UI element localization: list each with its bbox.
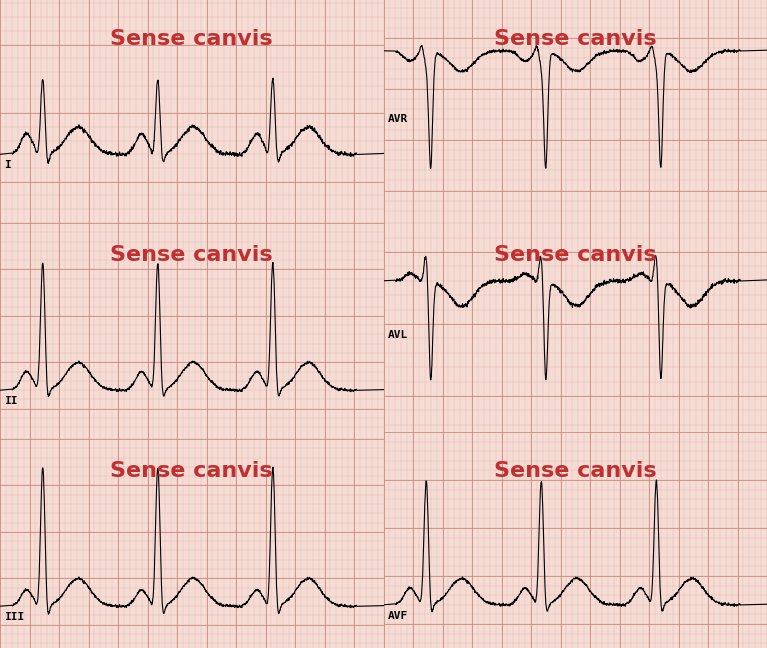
Text: Sense canvis: Sense canvis	[110, 245, 273, 265]
Text: I: I	[4, 160, 11, 170]
Text: Sense canvis: Sense canvis	[494, 29, 657, 49]
Text: III: III	[4, 612, 24, 622]
Text: AVF: AVF	[387, 610, 407, 621]
Text: II: II	[4, 396, 18, 406]
Text: Sense canvis: Sense canvis	[110, 29, 273, 49]
Text: Sense canvis: Sense canvis	[110, 461, 273, 481]
Text: Sense canvis: Sense canvis	[494, 461, 657, 481]
Text: AVR: AVR	[387, 114, 407, 124]
Text: Sense canvis: Sense canvis	[494, 245, 657, 265]
Text: AVL: AVL	[387, 330, 407, 340]
